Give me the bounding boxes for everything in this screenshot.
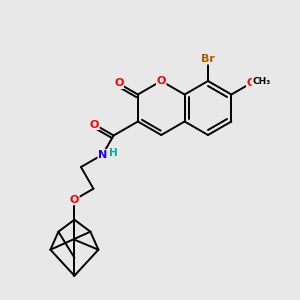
- Text: O: O: [157, 76, 166, 86]
- Text: H: H: [109, 148, 118, 158]
- Text: O: O: [114, 79, 124, 88]
- Text: O: O: [70, 195, 79, 205]
- Text: N: N: [98, 150, 107, 160]
- Text: O: O: [90, 119, 99, 130]
- Text: CH₃: CH₃: [252, 77, 270, 86]
- Text: Br: Br: [201, 54, 215, 64]
- Text: O: O: [247, 78, 256, 88]
